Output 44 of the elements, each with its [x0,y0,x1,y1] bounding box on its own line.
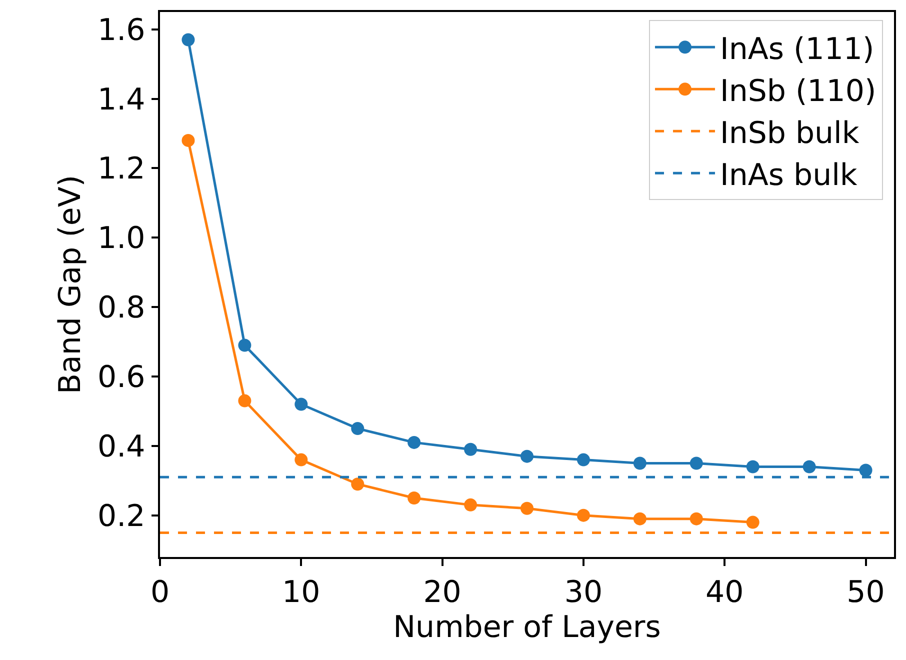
point [633,512,646,526]
x-tick-label: 30 [564,574,603,610]
point [294,398,308,411]
x-tick-label: 10 [282,574,320,610]
point [408,436,421,449]
point [633,456,646,470]
point [576,508,590,522]
x-tick-label: 20 [423,574,462,610]
y-tick-label: 0.8 [98,290,146,326]
legend-label: InSb (110) [720,74,876,109]
legend-label: InSb bulk [720,116,860,151]
legend-label: InAs bulk [720,158,858,193]
y-tick-label: 1.2 [98,152,146,187]
point [520,502,534,515]
point [408,491,421,504]
y-tick-label: 0.4 [98,429,146,464]
y-tick-label: 1.6 [98,12,146,48]
point [294,453,308,466]
point [238,394,252,408]
x-tick-label: 40 [706,574,744,610]
legend-label: InAs (111) [720,32,874,67]
point [182,33,195,46]
point [464,442,478,456]
y-tick-label: 1.0 [98,221,146,256]
point [802,460,816,474]
point [746,460,760,474]
x-axis-title: Number of Layers [393,610,661,645]
point [859,464,872,477]
y-tick-label: 1.4 [98,82,146,118]
x-tick-label: 50 [846,574,885,610]
point [520,450,534,463]
point [690,512,703,526]
x-tick-label: 0 [150,574,170,610]
point [182,134,195,147]
point [351,478,364,491]
y-tick-label: 0.2 [98,498,146,534]
point [464,498,478,512]
y-axis-title: Band Gap (eV) [53,174,88,394]
point [576,453,590,466]
point [746,516,760,529]
point [351,422,364,436]
point [238,338,252,352]
point [690,456,703,470]
y-tick-label: 0.6 [98,360,146,395]
